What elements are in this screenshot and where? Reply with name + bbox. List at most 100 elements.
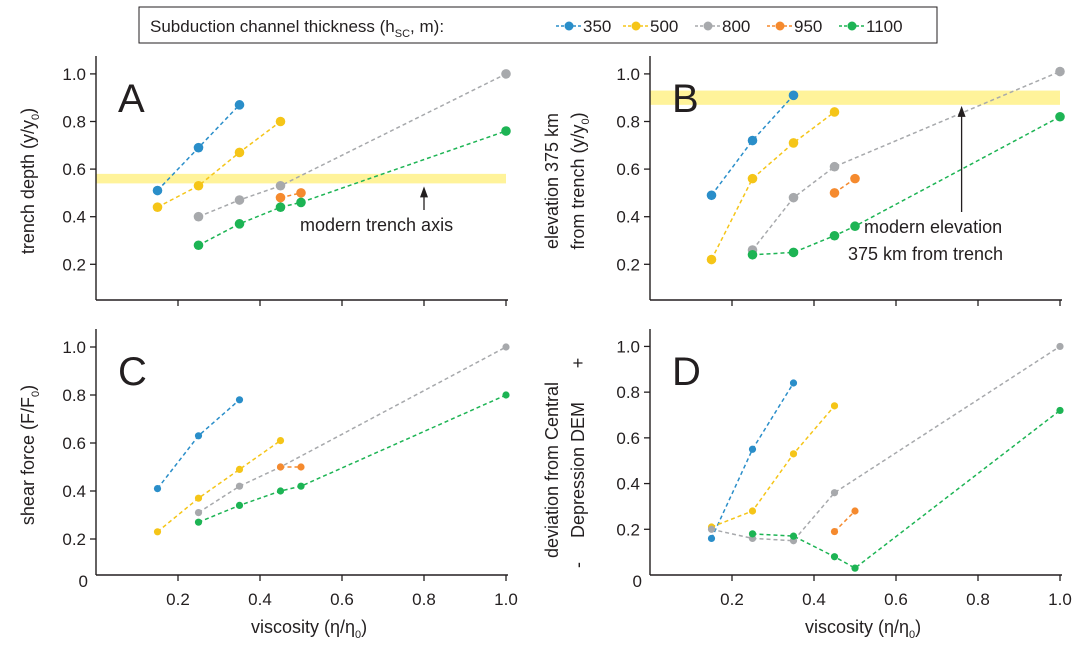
data-point-B-500-1 xyxy=(747,173,758,184)
x-tick-label-C-3: 0.8 xyxy=(412,590,436,609)
y-tick-label-C-3: 0.8 xyxy=(62,386,86,405)
y-axis-title-D-line1-part: deviation from Central xyxy=(542,382,562,558)
data-point-D-1100-0 xyxy=(748,530,757,538)
legend-title-part: , m): xyxy=(410,17,444,36)
data-point-A-1100-2 xyxy=(275,202,286,212)
data-point-A-350-0 xyxy=(152,185,163,196)
y-axis-plus-D: + xyxy=(568,358,588,369)
y-axis-title-C-part: ) xyxy=(18,385,38,391)
annotation-arrowhead-A xyxy=(420,186,428,198)
data-point-C-350-2 xyxy=(235,396,244,404)
y-axis-title-B-line2-part: from trench (y/y xyxy=(568,125,588,250)
series-line-B-350 xyxy=(710,94,795,196)
band-B xyxy=(650,90,1060,105)
data-point-A-500-2 xyxy=(234,147,245,158)
y-axis-title-B-line1-part: elevation 375 km xyxy=(542,113,562,249)
data-point-C-500-0 xyxy=(153,528,162,536)
y-axis-title-A: trench depth (y/y0) xyxy=(18,108,42,254)
series-line-B-800 xyxy=(751,70,1061,251)
data-point-D-800-3 xyxy=(830,489,839,497)
data-point-C-800-3 xyxy=(502,343,510,351)
y-axis-plus-D-part: + xyxy=(568,358,588,369)
legend-label-800: 800 xyxy=(722,17,750,36)
data-point-A-500-3 xyxy=(275,116,286,127)
data-point-C-500-1 xyxy=(194,494,203,502)
data-point-A-350-2 xyxy=(234,100,245,110)
x-axis-title-C-part: 0 xyxy=(355,629,361,641)
data-point-C-1100-0 xyxy=(194,518,203,526)
y-tick-label-A-3: 0.8 xyxy=(62,113,86,132)
legend-marker-500 xyxy=(631,21,641,31)
series-line-C-500 xyxy=(157,439,281,533)
legend-title: Subduction channel thickness (hSC, m): xyxy=(150,17,444,40)
data-point-A-950-0 xyxy=(275,192,286,203)
data-point-D-950-0 xyxy=(830,527,839,536)
data-point-A-1100-1 xyxy=(234,219,245,229)
y-tick-label-A-4: 1.0 xyxy=(62,65,86,84)
data-point-A-950-1 xyxy=(296,188,306,198)
series-line-C-800 xyxy=(198,346,507,514)
data-point-A-800-0 xyxy=(193,211,204,222)
y-axis-title-D-line2-part: Depression DEM xyxy=(568,402,588,538)
data-point-A-350-1 xyxy=(193,142,204,153)
x-tick-label-D-0: 0.2 xyxy=(720,590,744,609)
annotation-arrowhead-B xyxy=(957,105,966,117)
y-axis-title-B-line2-part: ) xyxy=(568,112,588,118)
y-axis-title-B-line2-part: 0 xyxy=(580,118,592,124)
data-point-B-950-0 xyxy=(829,188,840,198)
series-line-A-1100 xyxy=(198,130,507,246)
data-point-A-500-1 xyxy=(193,180,204,191)
y-tick-label-D-0: 0.2 xyxy=(616,520,640,539)
x-axis-title-C: viscosity (η/η0) xyxy=(251,617,367,641)
y-tick-label-A-1: 0.4 xyxy=(62,208,86,227)
y-axis-title-A-part: trench depth (y/y xyxy=(18,120,38,254)
data-point-D-800-0 xyxy=(707,525,716,533)
data-point-B-500-3 xyxy=(829,107,840,117)
y-axis-title-D-line1: deviation from Central xyxy=(542,382,562,558)
y-tick-label-D-3: 0.8 xyxy=(616,383,640,402)
data-point-D-350-2 xyxy=(789,379,798,387)
annotation-text-B-line1: modern elevation xyxy=(864,217,1002,237)
legend-title-part: SC xyxy=(395,28,410,40)
data-point-D-500-3 xyxy=(830,402,839,410)
legend-label-500: 500 xyxy=(650,17,678,36)
series-line-D-800 xyxy=(711,345,1061,542)
data-point-B-1100-3 xyxy=(850,221,860,232)
data-point-B-350-1 xyxy=(747,135,758,146)
series-line-C-1100 xyxy=(198,394,507,523)
y-tick-label-B-3: 0.8 xyxy=(616,113,640,132)
y-tick-label-B-1: 0.4 xyxy=(616,208,640,227)
legend-marker-350 xyxy=(564,21,574,31)
data-point-B-950-1 xyxy=(850,173,860,184)
x-axis-title-D: viscosity (η/η0) xyxy=(805,617,921,641)
origin-label-C: 0 xyxy=(79,572,88,591)
x-tick-label-D-2: 0.6 xyxy=(884,590,908,609)
data-point-B-800-2 xyxy=(829,161,840,172)
y-tick-label-A-0: 0.2 xyxy=(62,255,86,274)
y-tick-label-B-0: 0.2 xyxy=(616,255,640,274)
data-point-B-1100-1 xyxy=(788,247,799,258)
legend-label-1100: 1100 xyxy=(866,17,903,36)
data-point-C-500-3 xyxy=(276,437,285,445)
x-tick-label-D-3: 0.8 xyxy=(966,590,990,609)
y-axis-title-C: shear force (F/F0) xyxy=(18,385,42,525)
data-point-A-1100-3 xyxy=(296,197,306,208)
band-A xyxy=(96,173,506,184)
data-point-C-1100-4 xyxy=(502,391,510,399)
series-line-B-500 xyxy=(710,111,835,260)
annotation-text-A: modern trench axis xyxy=(300,215,453,235)
data-point-C-800-1 xyxy=(235,482,244,490)
y-tick-label-A-2: 0.6 xyxy=(62,160,86,179)
data-point-A-800-1 xyxy=(234,195,245,205)
data-point-D-350-0 xyxy=(707,534,716,543)
y-tick-label-D-1: 0.4 xyxy=(616,475,640,494)
annotation-text-B-line2: 375 km from trench xyxy=(848,244,1003,264)
series-line-D-1100 xyxy=(752,409,1061,569)
data-point-D-500-1 xyxy=(748,507,757,515)
data-point-D-950-1 xyxy=(851,507,859,515)
y-axis-title-A-part: ) xyxy=(18,108,38,114)
legend-label-950: 950 xyxy=(794,17,822,36)
data-point-B-350-2 xyxy=(788,90,799,101)
